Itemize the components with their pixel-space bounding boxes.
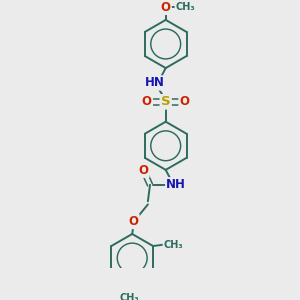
Text: O: O [139, 164, 148, 177]
Text: CH₃: CH₃ [164, 240, 183, 250]
Text: CH₃: CH₃ [176, 2, 195, 12]
Text: CH₃: CH₃ [120, 293, 140, 300]
Text: O: O [179, 95, 190, 108]
Text: HN: HN [145, 76, 165, 89]
Text: O: O [128, 215, 139, 228]
Text: O: O [142, 95, 152, 108]
Text: NH: NH [166, 178, 186, 191]
Text: S: S [161, 95, 170, 108]
Text: O: O [161, 1, 171, 14]
